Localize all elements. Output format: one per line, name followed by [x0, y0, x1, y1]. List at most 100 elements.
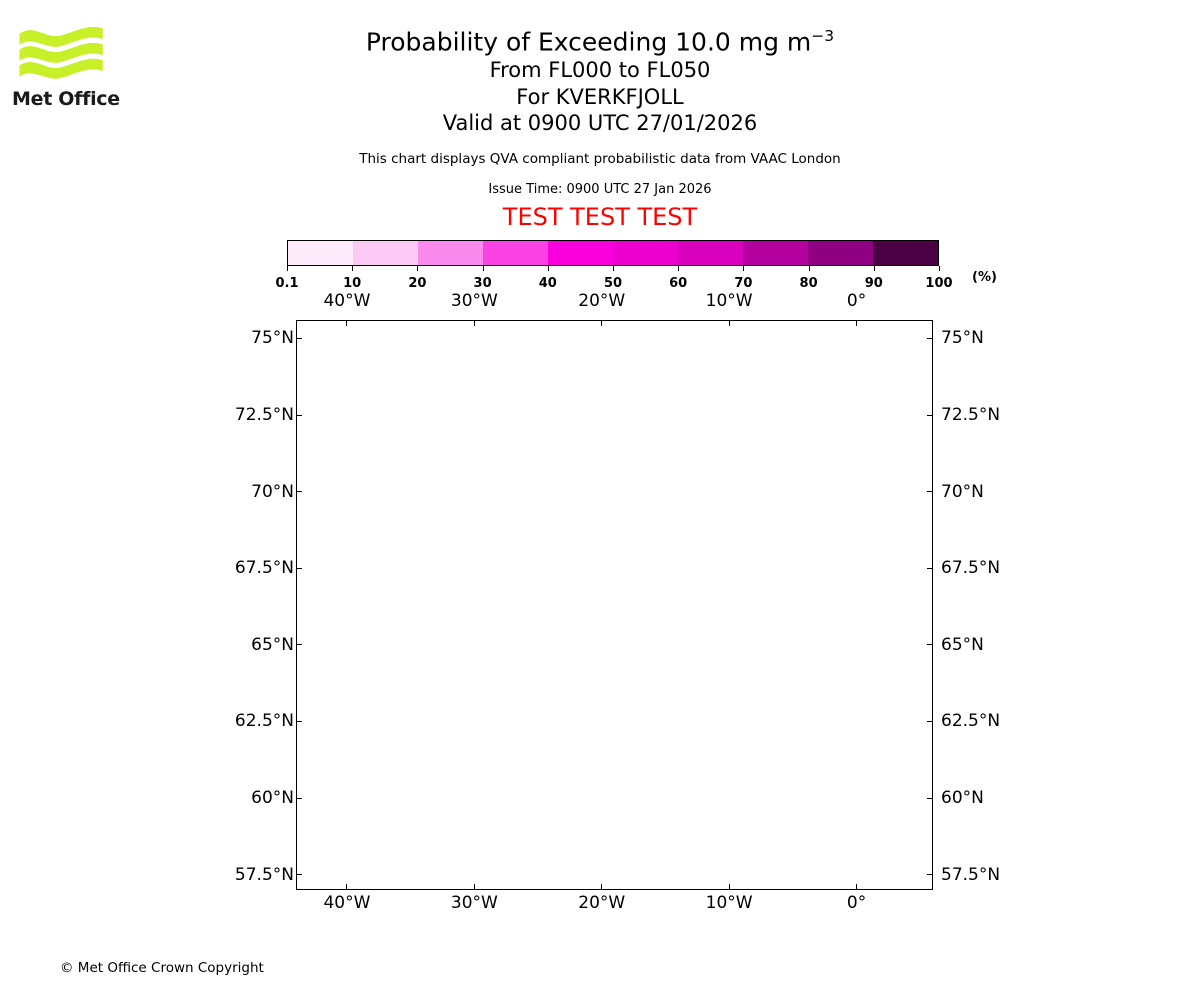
- qva-note: This chart displays QVA compliant probab…: [359, 151, 841, 168]
- colorbar-tick-0: [287, 266, 288, 271]
- longitude-label-20°W: 20°W: [578, 893, 626, 913]
- axis-tick: [927, 720, 933, 722]
- test-banner: TEST TEST TEST: [502, 203, 698, 232]
- axis-tick: [927, 567, 933, 569]
- axis-tick: [296, 797, 302, 799]
- axis-tick: [296, 414, 302, 416]
- latitude-label-75°N: 75°N: [251, 328, 294, 349]
- copyright-notice: © Met Office Crown Copyright: [60, 960, 264, 976]
- colorbar-band-1: [353, 241, 418, 265]
- axis-tick: [927, 414, 933, 416]
- latitude-label-70°N: 70°N: [941, 481, 984, 502]
- axis-tick: [728, 884, 730, 890]
- longitude-label-20°W: 20°W: [578, 291, 626, 311]
- axis-tick: [927, 644, 933, 646]
- axis-tick: [856, 884, 858, 890]
- axis-tick: [728, 320, 730, 326]
- met-office-logo: [12, 25, 112, 115]
- axis-tick: [927, 874, 933, 876]
- colorbar-band-0: [288, 241, 353, 265]
- probability-colorbar: 0.1 10 20 30 40 50 60 70 80 90 100: [275, 240, 953, 296]
- colorbar-tick-10: [939, 266, 940, 271]
- colorbar-tick-label-8: 80: [799, 276, 818, 291]
- axis-tick: [601, 320, 603, 326]
- colorbar-tick-4: [547, 266, 549, 271]
- issue-time: Issue Time: 0900 UTC 27 Jan 2026: [488, 182, 712, 198]
- latitude-label-70°N: 70°N: [251, 481, 294, 502]
- page-title-exponent: −3: [811, 27, 835, 45]
- latitude-label-65°N: 65°N: [941, 634, 984, 655]
- longitude-axis-top: 40°W 30°W 20°W 10°W 0°: [296, 291, 933, 313]
- colorbar-tick-1: [352, 266, 354, 271]
- colorbar-band-5: [613, 241, 678, 265]
- colorbar-tick-6: [678, 266, 680, 271]
- axis-tick: [296, 874, 302, 876]
- colorbar-tick-label-6: 60: [669, 276, 688, 291]
- page-title: Probability of Exceeding 10.0 mg m−3: [0, 27, 1200, 57]
- volcano-name-line: For KVERKFJOLL: [516, 84, 684, 109]
- longitude-label-0°: 0°: [846, 291, 867, 311]
- axis-tick: [346, 320, 348, 326]
- axis-tick: [473, 320, 475, 326]
- colorbar-tick-2: [417, 266, 419, 271]
- colorbar-tick-label-1: 10: [343, 276, 362, 291]
- latitude-label-75°N: 75°N: [941, 328, 984, 349]
- axis-tick: [296, 720, 302, 722]
- longitude-label-30°W: 30°W: [450, 291, 498, 311]
- map-border: [296, 320, 933, 890]
- axis-tick: [296, 491, 302, 493]
- page-title-text: Probability of Exceeding 10.0 mg m: [365, 27, 812, 57]
- latitude-label-65°N: 65°N: [251, 634, 294, 655]
- latitude-label-67.5°N: 67.5°N: [234, 558, 294, 579]
- colorbar-tick-label-5: 50: [603, 276, 623, 291]
- colorbar-band-2: [418, 241, 483, 265]
- colorbar-unit-label: (%): [972, 270, 997, 285]
- colorbar-band-7: [743, 241, 808, 265]
- longitude-label-40°W: 40°W: [323, 893, 371, 913]
- colorbar-band-6: [678, 241, 743, 265]
- latitude-label-72.5°N: 72.5°N: [234, 405, 294, 425]
- longitude-label-10°W: 10°W: [705, 291, 753, 311]
- latitude-axis-right: 75°N 72.5°N 70°N 67.5°N 65°N 62.5°N 60°N 57.5°N: [941, 320, 1061, 890]
- axis-tick: [296, 567, 302, 569]
- colorbar-tick-labels: 0.1 10 20 30 40 50 60 70 80 90 100: [275, 276, 952, 296]
- longitude-label-30°W: 30°W: [450, 893, 498, 913]
- colorbar-tick-label-4: 40: [538, 276, 557, 291]
- axis-tick: [927, 491, 933, 493]
- axis-tick: [296, 337, 302, 339]
- flight-level-line: From FL000 to FL050: [489, 58, 711, 83]
- map-panel[interactable]: [296, 320, 933, 890]
- colorbar-bands: [287, 240, 939, 266]
- colorbar-band-9: [873, 241, 938, 265]
- longitude-label-40°W: 40°W: [323, 291, 371, 311]
- axis-tick: [296, 644, 302, 646]
- latitude-label-60°N: 60°N: [941, 788, 984, 809]
- colorbar-band-4: [548, 241, 613, 265]
- colorbar-tick-label-3: 30: [473, 276, 492, 291]
- axis-tick: [473, 884, 475, 890]
- colorbar-tick-label-2: 20: [408, 276, 427, 291]
- valid-time-line: Valid at 0900 UTC 27/01/2026: [442, 111, 758, 136]
- colorbar-tick-label-10: 100: [925, 276, 953, 291]
- latitude-axis-left: 75°N 72.5°N 70°N 67.5°N 65°N 62.5°N 60°N 57.5°N: [174, 320, 294, 890]
- axis-tick: [601, 884, 603, 890]
- colorbar-band-8: [808, 241, 873, 265]
- longitude-label-0°: 0°: [846, 893, 867, 913]
- met-office-logo-text: Met Office: [12, 88, 120, 110]
- colorbar-band-3: [483, 241, 548, 265]
- colorbar-tick-label-0: 0.1: [275, 276, 299, 291]
- longitude-axis-bottom: 40°W 30°W 20°W 10°W 0°: [296, 893, 933, 915]
- latitude-label-60°N: 60°N: [251, 788, 294, 809]
- axis-tick: [927, 797, 933, 799]
- colorbar-tick-7: [743, 266, 745, 271]
- colorbar-tick-9: [873, 266, 875, 271]
- colorbar-tick-label-9: 90: [864, 276, 883, 291]
- colorbar-tick-5: [613, 266, 614, 271]
- longitude-label-10°W: 10°W: [705, 893, 753, 913]
- axis-tick: [927, 337, 933, 339]
- colorbar-tick-3: [482, 266, 484, 271]
- latitude-label-62.5°N: 62.5°N: [234, 711, 294, 732]
- latitude-label-62.5°N: 62.5°N: [941, 711, 1001, 732]
- latitude-label-72.5°N: 72.5°N: [941, 405, 1001, 425]
- colorbar-ticks: [287, 266, 940, 276]
